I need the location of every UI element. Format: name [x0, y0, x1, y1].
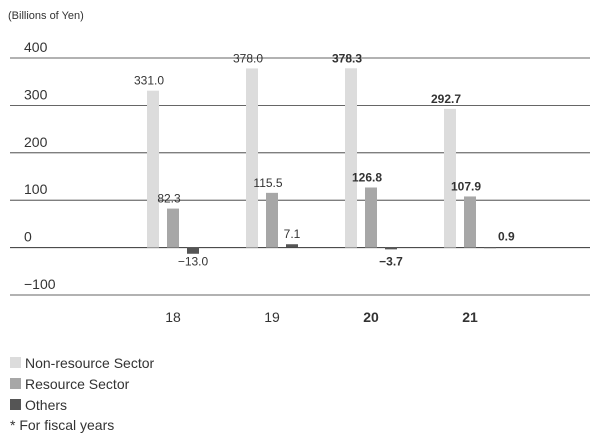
bar [444, 108, 456, 248]
unit-label: (Billions of Yen) [8, 10, 84, 22]
y-tick-label: 100 [24, 181, 48, 197]
x-tick-label: 19 [264, 309, 280, 325]
bar [266, 192, 278, 248]
bar [365, 187, 377, 248]
y-tick-label: 400 [24, 39, 48, 55]
data-label: 0.9 [498, 230, 515, 244]
legend: Non-resource Sector Resource Sector Othe… [10, 352, 154, 415]
legend-label-others: Others [25, 396, 68, 413]
data-label: 82.3 [157, 192, 181, 206]
y-tick-label: 300 [24, 86, 48, 102]
data-label: 107.9 [451, 179, 481, 193]
footnote: * For fiscal years [10, 417, 115, 433]
bar [246, 68, 258, 248]
legend-swatch-resource [10, 378, 21, 389]
data-label: 378.0 [233, 51, 263, 65]
legend-label-non-resource: Non-resource Sector [25, 354, 155, 371]
bar [345, 68, 357, 248]
bar [464, 196, 476, 248]
data-label: 126.8 [352, 170, 382, 184]
y-tick-label: 0 [24, 229, 32, 245]
bar [147, 90, 159, 248]
bar-chart: 400 300 200 100 0 −100 331.0 378.0 378.3 292.7 82.… [10, 39, 590, 325]
y-tick-label: 200 [24, 134, 48, 150]
bar [187, 247, 199, 254]
data-label: 292.7 [431, 92, 461, 106]
data-label: 331.0 [134, 74, 164, 88]
bar [484, 247, 496, 249]
y-tick-label: −100 [24, 276, 56, 292]
legend-item-resource: Resource Sector [10, 373, 154, 394]
legend-label-resource: Resource Sector [25, 375, 130, 392]
data-label: 7.1 [284, 227, 301, 241]
bar [385, 247, 397, 250]
legend-item-others: Others [10, 394, 154, 415]
data-label: −3.7 [379, 255, 403, 269]
data-label: 115.5 [253, 176, 282, 190]
bar [167, 208, 179, 248]
legend-item-non-resource: Non-resource Sector [10, 352, 154, 373]
data-label: 378.3 [332, 51, 362, 65]
x-tick-label: 20 [363, 309, 379, 325]
x-tick-label: 18 [165, 309, 181, 325]
x-tick-label: 21 [462, 309, 478, 325]
data-label: −13.0 [178, 255, 209, 269]
legend-swatch-non-resource [10, 357, 21, 368]
legend-swatch-others [10, 399, 21, 410]
bar [286, 244, 298, 248]
